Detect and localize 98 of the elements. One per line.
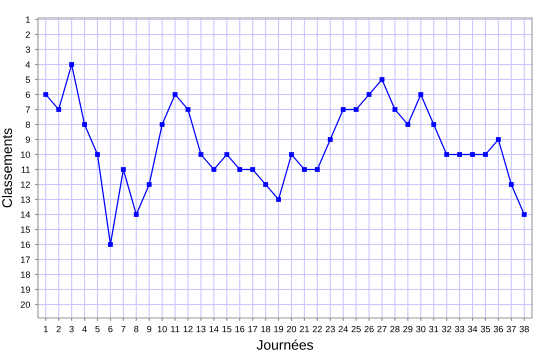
- point: [224, 152, 230, 157]
- point: [134, 212, 139, 217]
- y-tick-label: 16: [21, 241, 30, 248]
- y-tick-label: 8: [26, 121, 30, 128]
- point: [276, 197, 281, 202]
- point: [160, 122, 165, 127]
- x-tick-label: 14: [210, 326, 219, 332]
- x-tick-label: 12: [184, 326, 193, 332]
- x-tick-label: 10: [158, 326, 167, 332]
- point: [108, 242, 113, 247]
- y-tick-label: 3: [26, 46, 30, 53]
- point: [354, 107, 359, 112]
- y-tick-label: 19: [21, 286, 30, 293]
- x-tick-label: 2: [56, 326, 61, 332]
- x-tick-label: 7: [121, 326, 126, 332]
- x-tick-label: 19: [274, 326, 284, 332]
- x-tick-label: 27: [377, 326, 387, 332]
- x-tick-label: 8: [134, 326, 138, 332]
- point: [431, 122, 436, 127]
- x-tick-label: 13: [196, 326, 206, 332]
- point: [198, 152, 204, 157]
- point: [444, 152, 450, 157]
- y-tick-label: 14: [21, 212, 30, 218]
- point: [340, 107, 346, 112]
- point: [82, 122, 87, 127]
- x-tick-label: 3: [69, 326, 74, 332]
- point: [69, 62, 74, 67]
- x-tick-label: 18: [261, 326, 270, 332]
- point: [418, 92, 424, 97]
- x-tick-label: 26: [364, 326, 374, 332]
- point: [457, 152, 462, 157]
- point: [328, 137, 333, 142]
- y-tick-label: 13: [21, 196, 30, 203]
- x-tick-label: 16: [235, 326, 244, 332]
- x-tick-label: 24: [338, 326, 348, 332]
- x-tick-label: 28: [390, 326, 400, 332]
- y-tick-label: 10: [21, 151, 30, 158]
- x-tick-label: 30: [416, 326, 426, 332]
- y-tick-label: 17: [21, 256, 30, 263]
- x-tick-label: 36: [494, 326, 503, 332]
- point: [146, 182, 152, 187]
- y-tick-label: 2: [26, 31, 30, 38]
- point: [120, 167, 126, 172]
- x-tick-label: 35: [480, 326, 490, 332]
- x-tick-label: 9: [147, 326, 152, 332]
- point: [211, 167, 216, 172]
- x-tick-label: 23: [326, 326, 335, 332]
- point: [380, 77, 384, 82]
- point: [56, 107, 62, 112]
- x-tick-label: 22: [312, 326, 322, 332]
- y-tick-label: 11: [22, 166, 30, 173]
- point: [366, 92, 372, 97]
- y-tick-label: 20: [20, 301, 30, 308]
- x-tick-label: 25: [352, 326, 361, 332]
- x-tick-label: 32: [442, 326, 452, 332]
- y-tick-label: 9: [26, 136, 30, 143]
- x-tick-label: 33: [454, 326, 464, 332]
- x-tick-label: 4: [82, 326, 87, 332]
- y-tick-label: 15: [21, 226, 30, 233]
- point: [470, 152, 475, 157]
- y-tick-label: 18: [21, 271, 30, 278]
- y-tick-label: 7: [26, 106, 30, 113]
- point: [405, 122, 410, 127]
- x-tick-label: 31: [429, 326, 438, 332]
- point: [314, 167, 320, 172]
- x-tick-label: 15: [222, 326, 232, 332]
- point: [263, 182, 268, 187]
- point: [496, 137, 501, 142]
- y-tick-label: 6: [26, 91, 30, 98]
- point: [289, 152, 294, 157]
- y-tick-label: 5: [26, 76, 30, 83]
- point: [392, 107, 398, 112]
- x-tick-label: 29: [403, 326, 412, 332]
- point: [250, 167, 256, 172]
- point: [483, 152, 488, 157]
- x-tick-label: 17: [248, 326, 258, 332]
- x-tick-label: 6: [108, 326, 113, 332]
- x-tick-label: 34: [468, 326, 478, 332]
- x-tick-label: 20: [286, 326, 296, 332]
- x-tick-label: 1: [44, 326, 48, 332]
- x-tick-label: 5: [95, 326, 100, 332]
- x-tick-label: 38: [520, 326, 529, 332]
- x-axis-title: Journées: [256, 339, 314, 350]
- point: [172, 92, 178, 97]
- y-tick-label: 1: [26, 16, 30, 23]
- point: [508, 182, 514, 187]
- y-axis-title: Classements: [2, 128, 12, 208]
- point: [237, 167, 242, 172]
- point: [302, 167, 307, 172]
- point: [186, 107, 190, 112]
- point: [43, 92, 48, 97]
- x-tick-label: 37: [506, 326, 516, 332]
- point: [95, 152, 100, 157]
- x-tick-label: 21: [300, 326, 309, 332]
- x-tick-label: 11: [171, 326, 180, 332]
- y-tick-label: 4: [26, 62, 30, 68]
- y-tick-label: 12: [21, 181, 30, 188]
- point: [522, 212, 527, 217]
